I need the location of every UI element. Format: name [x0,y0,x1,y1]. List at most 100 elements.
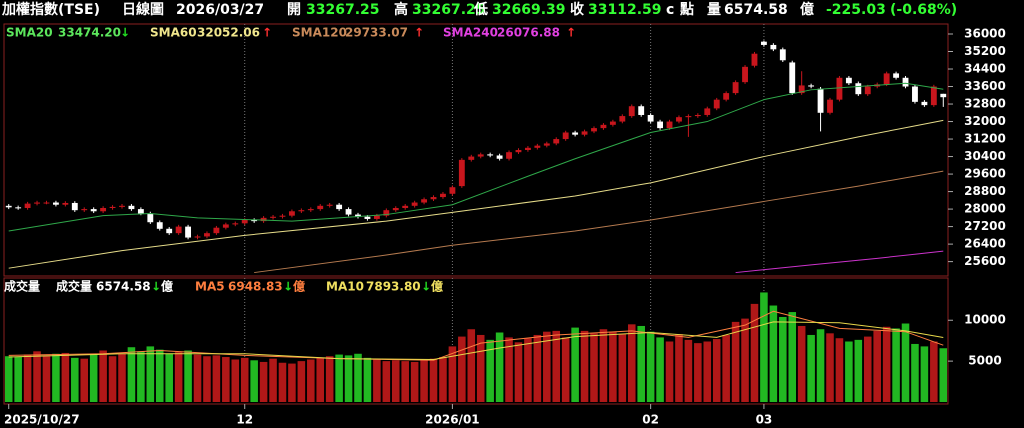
legend-name: SMA240 [443,26,498,40]
candle-body [449,187,456,194]
volume-bar [52,353,60,402]
volume-bar [505,337,513,402]
legend-arrow: ↑ [566,26,576,40]
volume-bar [184,350,192,402]
volume-bar [108,356,117,402]
candle-body [760,41,767,45]
candle-body [666,121,673,129]
candle-body [317,205,324,210]
volume-bar [307,359,315,402]
volume-bar [250,360,258,402]
volume-bar [467,329,476,402]
legend-name: SMA60 [150,26,197,40]
candle-body [336,204,343,210]
candle-body [24,203,31,208]
y-tick-label: 30400 [964,149,1006,163]
low-value: 32669.39 [492,2,566,18]
change-pct: (-0.68%) [890,2,957,18]
volume-bar [797,325,806,402]
volume-bar [439,357,447,402]
volume-unit: 億 [800,1,814,18]
candle-body [883,73,890,85]
volume-bar [845,341,853,402]
ma-line [735,250,944,274]
volume-bar [609,331,617,402]
y-tick-label: 35200 [964,44,1006,58]
y-tick-label: 25600 [964,254,1006,268]
volume-bar [760,292,768,402]
candle-body [685,116,692,118]
y-tick-label: 28000 [964,202,1006,216]
candle-body [921,101,928,106]
volume-bar [240,357,249,402]
volume-bar [807,334,815,402]
volume-bar [363,357,372,402]
volume-bar [627,324,636,402]
y-tick-label: 32800 [964,97,1006,111]
y-tick-label: 5000 [968,354,1001,368]
volume-bar [71,357,79,402]
volume-bar [779,316,787,402]
candle-body [845,77,852,84]
candle-body [15,207,22,209]
volume-bar [476,334,485,402]
legend-name: MA10 [326,280,364,294]
volume-bar [325,356,334,402]
volume-bar [269,358,277,402]
volume-bar [193,354,202,402]
legend-arrow: ↑ [262,26,272,40]
volume-bar [354,353,362,402]
volume-bar [391,360,400,402]
volume-bar [335,354,343,402]
candle-body [383,210,390,216]
candle-body [421,199,428,203]
candle-body [298,210,305,212]
volume-bar [571,327,579,402]
candle-body [373,215,380,219]
legend-name: SMA120 [292,26,347,40]
y-tick-label: 32000 [964,114,1006,128]
volume-bar [4,356,13,402]
candle-body [71,202,78,211]
volume-bar [297,361,306,402]
volume-bar [835,338,844,402]
volume-title: 成交量 [4,279,40,294]
candle-body [260,217,267,222]
y-tick-label: 34400 [964,62,1006,76]
legend-unit: 億 [161,279,173,294]
candle-body [827,99,833,113]
legend-name: 成交量 [56,279,92,294]
volume-bar [42,355,51,402]
price-frame [3,23,949,277]
volume-bar [769,305,778,402]
volume-bar [514,342,523,402]
high-value: 33267.25 [412,2,486,18]
candle-body [600,124,607,129]
candle-body [222,224,229,228]
volume-bar [458,336,466,402]
candle-body [62,202,69,205]
candle-body [175,226,182,234]
candle-body [392,207,399,211]
candle-body [109,206,116,208]
candle-body [864,86,871,95]
candle-body [147,213,154,223]
candle-body [581,131,588,135]
candle-body [251,220,258,222]
y-tick-label: 28800 [964,184,1006,198]
change: -225.03 [826,2,886,18]
volume-bar [127,347,136,402]
volume-bar [146,346,155,402]
volume-bar [259,361,268,402]
candle-body [166,228,173,234]
legend-arrow: ↑ [414,26,424,40]
candle-body [345,209,352,215]
volume-bar [137,351,145,402]
volume-bar [486,339,494,402]
candle-body [647,114,654,122]
volume-bar [543,331,551,402]
candle-body [751,53,758,66]
volume-label: 量 [707,2,721,18]
volume-bar [694,343,702,402]
